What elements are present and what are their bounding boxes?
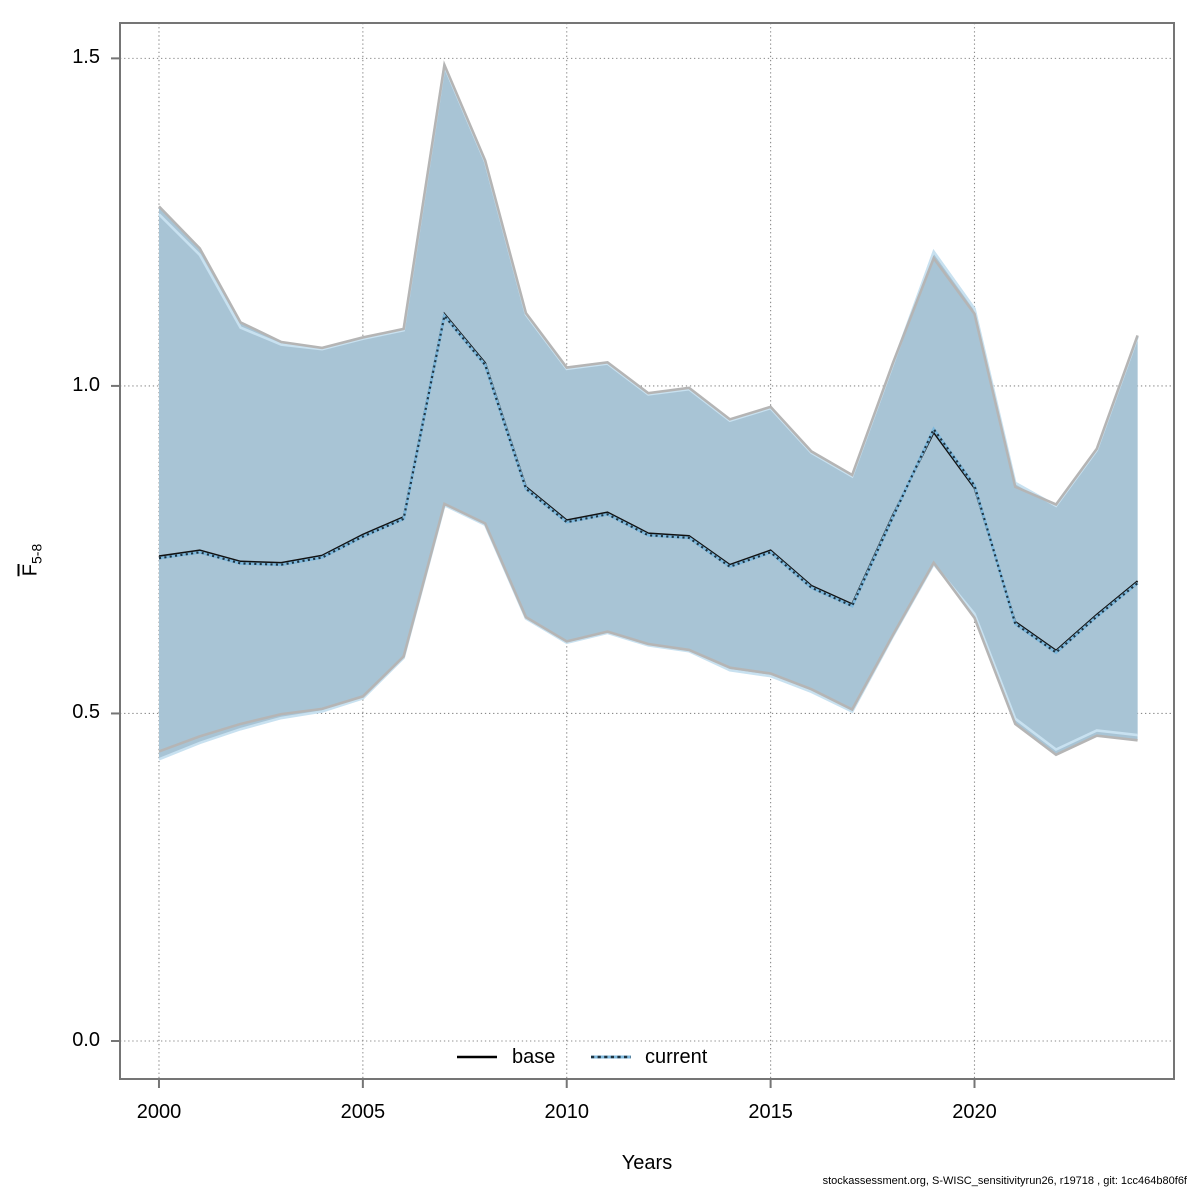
current-median-casing [158,312,1139,655]
base-confidence-band [158,64,1138,755]
gridlines [120,23,1174,1079]
confidence-bands [158,60,1139,761]
median-lines [158,311,1139,655]
x-tick-label: 2010 [544,1101,589,1123]
y-tick-label: 1.0 [72,373,100,396]
x-tick-label: 2005 [340,1101,386,1123]
base-band-upper-edge [158,60,1139,507]
plot-border [119,22,1175,1080]
x-tick-label: 2020 [952,1101,997,1123]
base-band-lower-edge [158,501,1138,757]
y-axis-label: F5-8 [20,544,45,576]
y-tick-label: 0.0 [72,1029,100,1051]
footer-credit: stockassessment.org, S-WISC_sensitivityr… [822,1175,1187,1187]
y-tick-label: 0.5 [72,701,100,724]
x-tick-label: 2000 [136,1101,182,1123]
x-axis-label: Years [621,1152,673,1174]
axes [111,22,1175,1088]
legend-current-line-swatch [591,1055,631,1059]
legend-base-line-swatch [457,1055,497,1059]
legend-label-current: current [645,1046,708,1068]
legend-label-base: base [512,1046,556,1068]
y-axis-label-symbol: F [19,564,42,577]
y-tick-label: 1.5 [72,46,100,69]
x-tick-label: 2015 [748,1101,793,1123]
y-axis-label-subscript: 5-8 [28,543,45,565]
